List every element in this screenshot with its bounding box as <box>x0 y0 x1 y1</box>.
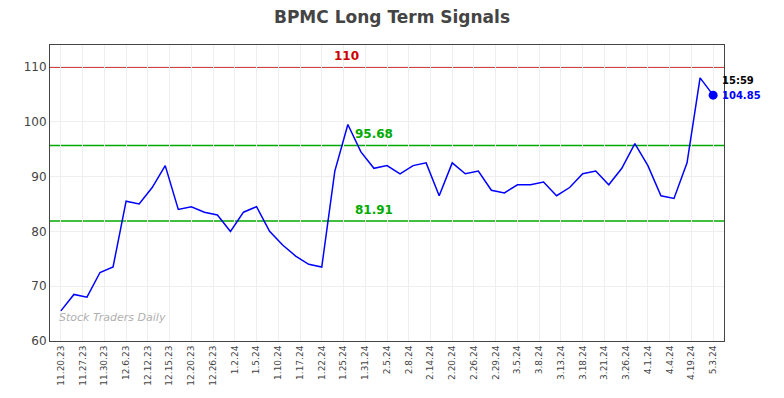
svg-text:2.20.24: 2.20.24 <box>447 345 457 380</box>
svg-text:3.8.24: 3.8.24 <box>534 345 544 374</box>
svg-text:1.22.24: 1.22.24 <box>317 345 327 380</box>
svg-text:2.5.24: 2.5.24 <box>382 345 392 374</box>
svg-text:4.1.24: 4.1.24 <box>643 345 653 374</box>
svg-text:3.13.24: 3.13.24 <box>556 345 566 380</box>
svg-text:BPMC Long Term Signals: BPMC Long Term Signals <box>274 7 510 27</box>
svg-text:104.85: 104.85 <box>722 90 761 101</box>
svg-text:95.68: 95.68 <box>355 127 393 141</box>
svg-text:5.3.24: 5.3.24 <box>708 345 718 374</box>
svg-text:2.29.24: 2.29.24 <box>491 345 501 380</box>
svg-text:2.8.24: 2.8.24 <box>404 345 414 374</box>
svg-text:4.4.24: 4.4.24 <box>665 345 675 374</box>
svg-text:110: 110 <box>334 49 359 63</box>
svg-text:Stock Traders Daily: Stock Traders Daily <box>59 311 166 324</box>
svg-text:2.14.24: 2.14.24 <box>425 345 435 380</box>
svg-text:12.12.23: 12.12.23 <box>143 346 153 386</box>
svg-text:3.26.24: 3.26.24 <box>621 345 631 380</box>
svg-text:1.5.24: 1.5.24 <box>251 345 261 374</box>
svg-text:11.30.23: 11.30.23 <box>99 346 109 386</box>
svg-text:60: 60 <box>31 334 46 348</box>
svg-text:12.6.23: 12.6.23 <box>121 346 131 380</box>
svg-text:12.15.23: 12.15.23 <box>165 346 175 386</box>
svg-text:110: 110 <box>24 60 47 74</box>
svg-text:1.31.24: 1.31.24 <box>360 345 370 380</box>
svg-text:90: 90 <box>31 170 46 184</box>
svg-text:11.27.23: 11.27.23 <box>78 346 88 386</box>
svg-text:2.26.24: 2.26.24 <box>469 345 479 380</box>
svg-text:1.17.24: 1.17.24 <box>295 345 305 380</box>
svg-text:3.18.24: 3.18.24 <box>578 345 588 380</box>
svg-text:11.20.23: 11.20.23 <box>56 346 66 386</box>
svg-text:12.20.23: 12.20.23 <box>186 346 196 386</box>
svg-text:3.5.24: 3.5.24 <box>512 345 522 374</box>
svg-text:1.10.24: 1.10.24 <box>273 345 283 380</box>
svg-text:1.25.24: 1.25.24 <box>338 345 348 380</box>
svg-text:1.2.24: 1.2.24 <box>230 345 240 374</box>
svg-text:15:59: 15:59 <box>722 75 754 86</box>
svg-text:100: 100 <box>24 115 47 129</box>
svg-text:81.91: 81.91 <box>355 203 393 217</box>
svg-text:70: 70 <box>31 279 46 293</box>
svg-text:3.21.24: 3.21.24 <box>599 345 609 380</box>
svg-text:80: 80 <box>31 225 46 239</box>
svg-text:4.19.24: 4.19.24 <box>686 345 696 380</box>
svg-text:12.26.23: 12.26.23 <box>208 346 218 386</box>
